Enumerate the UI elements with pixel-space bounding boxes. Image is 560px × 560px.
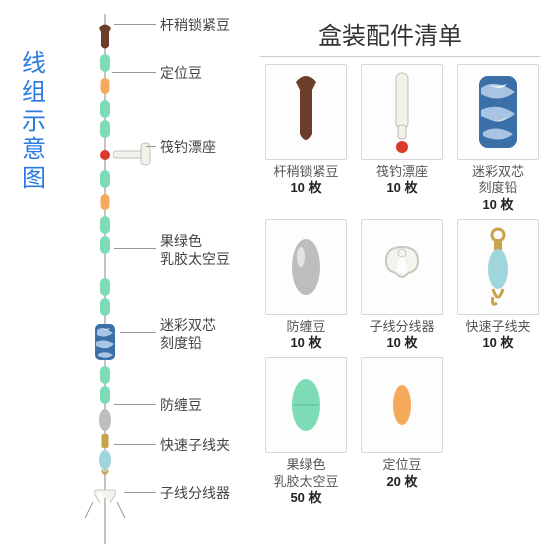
thumb-quickclip <box>457 219 539 315</box>
cell-qty: 10 枚 <box>482 335 513 350</box>
grid-cell: 快速子线夹 10 枚 <box>454 219 542 352</box>
grid-cell: 子线分线器 10 枚 <box>358 219 446 352</box>
antitangle-icon <box>98 408 112 432</box>
grid-cell: 筏钓漂座 10 枚 <box>358 64 446 213</box>
rig-label: 定位豆 <box>160 64 202 82</box>
cell-name: 定位豆 <box>358 457 446 473</box>
quickclip-icon <box>98 450 112 478</box>
cell-name: 杆稍锁紧豆 <box>262 164 350 180</box>
green-bead-icon <box>100 366 110 384</box>
accessory-grid: 杆稍锁紧豆 10 枚 筏钓漂座 10 枚 迷彩双芯 刻度铅 10 枚 防 <box>262 64 546 506</box>
leader-line <box>146 146 156 147</box>
orange-bead-icon <box>101 78 110 94</box>
grid-cell: 防缠豆 10 枚 <box>262 219 350 352</box>
green-bead-icon <box>100 298 110 316</box>
thumb-greenbean <box>265 357 347 453</box>
rig-label: 果绿色 乳胶太空豆 <box>160 232 230 268</box>
green-bead-icon <box>100 278 110 296</box>
vertical-title: 线组示意图 <box>20 50 48 194</box>
gold-connector-icon <box>102 434 109 448</box>
cell-qty: 10 枚 <box>386 180 417 195</box>
grid-cell: 果绿色 乳胶太空豆 50 枚 <box>262 357 350 506</box>
leader-line <box>114 24 156 25</box>
red-ball-icon <box>100 150 110 160</box>
cell-name: 快速子线夹 <box>454 319 542 335</box>
green-bead-icon <box>100 216 110 234</box>
cell-qty: 50 枚 <box>290 490 321 505</box>
cell-qty: 10 枚 <box>290 180 321 195</box>
green-bead-icon <box>100 54 110 72</box>
rig-label: 迷彩双芯 刻度铅 <box>160 316 216 352</box>
leader-line <box>114 248 156 249</box>
leader-line <box>112 72 156 73</box>
green-bead-icon <box>100 386 110 404</box>
grid-cell: 定位豆 20 枚 <box>358 357 446 506</box>
splitter-icon <box>83 480 127 520</box>
panel-title: 盒装配件清单 <box>260 16 520 51</box>
rig-label: 杆稍锁紧豆 <box>160 16 230 34</box>
thumb-rodlock <box>265 64 347 160</box>
thumb-antitangle <box>265 219 347 315</box>
rig-label: 快速子线夹 <box>160 436 230 454</box>
orange-bead-icon <box>101 194 110 210</box>
leader-line <box>124 492 156 493</box>
cell-name: 迷彩双芯 刻度铅 <box>454 164 542 197</box>
leader-line <box>114 444 156 445</box>
rig-label: 防缠豆 <box>160 396 202 414</box>
rig-diagram <box>95 14 115 544</box>
leader-line <box>114 404 156 405</box>
cell-qty: 20 枚 <box>386 474 417 489</box>
cell-qty: 10 枚 <box>386 335 417 350</box>
grid-cell: 迷彩双芯 刻度铅 10 枚 <box>454 64 542 213</box>
green-bead-icon <box>100 170 110 188</box>
cell-name: 防缠豆 <box>262 319 350 335</box>
grid-cell: 杆稍锁紧豆 10 枚 <box>262 64 350 213</box>
leader-line <box>120 332 156 333</box>
camo-lead-icon <box>93 322 117 362</box>
green-bead-icon <box>100 120 110 138</box>
green-bead-icon <box>100 100 110 118</box>
cell-name: 果绿色 乳胶太空豆 <box>262 457 350 490</box>
cell-name: 子线分线器 <box>358 319 446 335</box>
cell-name: 筏钓漂座 <box>358 164 446 180</box>
divider <box>260 56 540 57</box>
rig-label: 筏钓漂座 <box>160 138 216 156</box>
thumb-camo <box>457 64 539 160</box>
thumb-orangebean <box>361 357 443 453</box>
rodlock-icon <box>97 24 113 50</box>
thumb-splitter <box>361 219 443 315</box>
cell-qty: 10 枚 <box>482 197 513 212</box>
thumb-floatseat <box>361 64 443 160</box>
cell-qty: 10 枚 <box>290 335 321 350</box>
float-seat-icon <box>113 140 153 173</box>
green-bead-icon <box>100 236 110 254</box>
rig-label: 子线分线器 <box>160 484 230 502</box>
